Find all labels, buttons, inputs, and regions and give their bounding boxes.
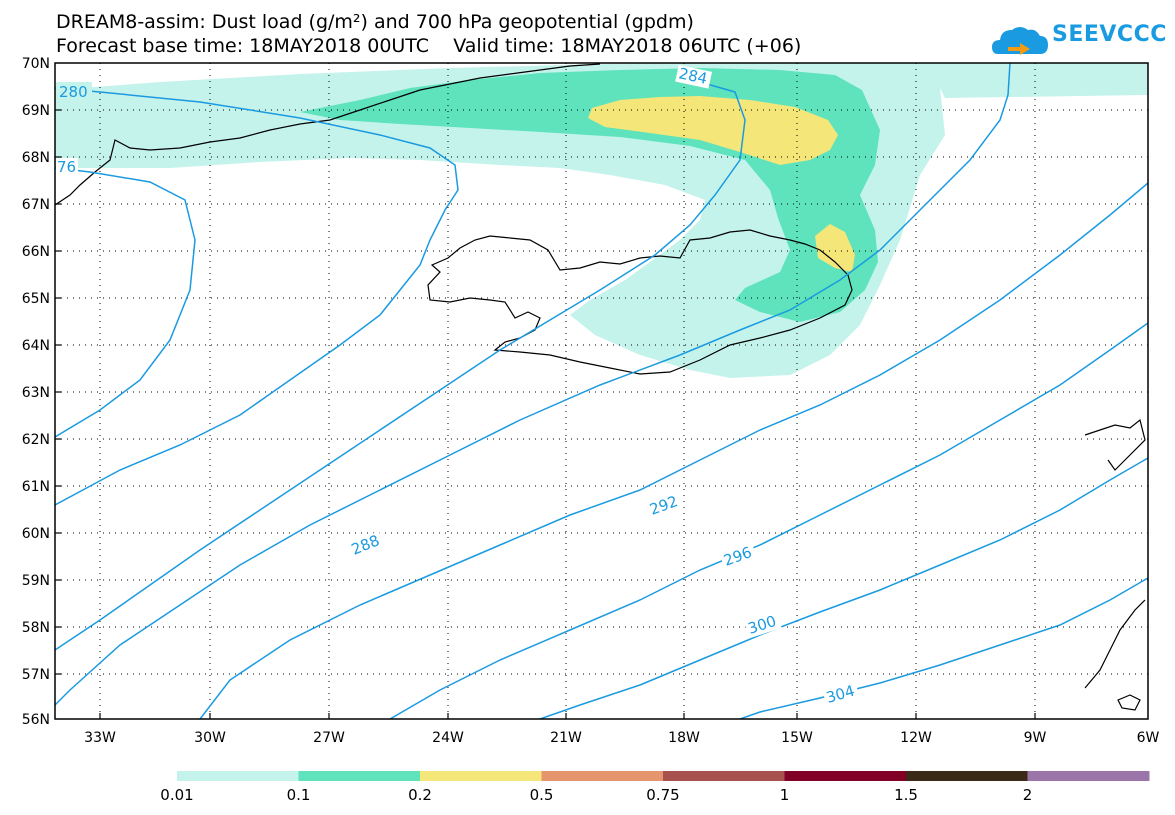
legend-label: 1 — [779, 786, 790, 804]
dust-area-0.1 — [300, 68, 880, 322]
legend-swatch — [1027, 771, 1150, 781]
legend-swatch — [784, 771, 907, 781]
islands-coast — [1117, 694, 1141, 711]
lat-label: 67N — [22, 197, 50, 213]
lat-label: 64N — [22, 338, 50, 354]
lon-label: 30W — [194, 730, 226, 746]
plot-frame — [54, 62, 1149, 720]
lon-label: 9W — [1024, 730, 1047, 746]
contour-288 — [55, 63, 1011, 706]
cloud-icon — [992, 27, 1048, 55]
lat-label: 61N — [22, 479, 50, 495]
lat-label: 63N — [22, 385, 50, 401]
dust-area-0.2-patch — [815, 224, 855, 272]
lon-label: 21W — [550, 730, 582, 746]
legend-swatch — [541, 771, 664, 781]
lat-label: 69N — [22, 103, 50, 119]
dust-area-0.01-strip — [940, 88, 1148, 98]
legend-label: 0.5 — [529, 786, 554, 804]
lat-label: 56N — [22, 712, 50, 728]
lon-label: 27W — [313, 730, 345, 746]
lat-label: 60N — [22, 526, 50, 542]
legend-swatch — [906, 771, 1028, 781]
legend-colorbar — [177, 771, 1150, 781]
lat-label: 57N — [22, 667, 50, 683]
iceland-coast — [427, 229, 853, 375]
map-subtitle: Forecast base time: 18MAY2018 00UTC Vali… — [56, 35, 802, 57]
scotland-coast — [1084, 418, 1146, 471]
contour-label: 280 — [59, 83, 88, 101]
logo-text: SEEVCCC — [1052, 22, 1167, 47]
contour-300 — [539, 457, 1148, 719]
contour-280 — [55, 87, 459, 506]
map-title: DREAM8-assim: Dust load (g/m²) and 700 h… — [56, 11, 694, 33]
legend-swatch — [420, 771, 542, 781]
contour-276 — [55, 167, 196, 438]
norway-coast — [1084, 599, 1146, 689]
lon-label: 6W — [1137, 730, 1160, 746]
lon-label: 12W — [900, 730, 932, 746]
lat-label: 66N — [22, 244, 50, 260]
lat-label: 68N — [22, 150, 50, 166]
lon-label: 15W — [781, 730, 813, 746]
contour-284 — [55, 81, 746, 651]
lat-label: 58N — [22, 620, 50, 636]
contour-292 — [199, 182, 1148, 719]
contour-label: 284 — [677, 64, 709, 88]
lon-label: 33W — [84, 730, 116, 746]
legend-label: 0.1 — [286, 786, 311, 804]
contour-label: 76 — [57, 158, 76, 176]
lon-label: 18W — [668, 730, 700, 746]
legend-label: 0.01 — [160, 786, 194, 804]
dust-area-0.2 — [588, 96, 838, 165]
contour-label: 296 — [721, 543, 754, 570]
contour-304 — [739, 577, 1148, 719]
lat-label: 70N — [22, 56, 50, 72]
lon-label: 24W — [432, 730, 464, 746]
lat-label: 65N — [22, 291, 50, 307]
contour-label: 292 — [647, 492, 680, 519]
lat-label: 59N — [22, 573, 50, 589]
greenland-coast — [55, 63, 601, 206]
contour-label: 304 — [824, 682, 856, 707]
legend-swatch — [663, 771, 785, 781]
legend-swatch — [177, 771, 299, 781]
contour-label: 300 — [746, 612, 779, 638]
lat-label: 62N — [22, 432, 50, 448]
legend-label: 1.5 — [894, 786, 918, 804]
legend-swatch — [298, 771, 421, 781]
legend-label: 0.2 — [408, 786, 432, 804]
legend-label: 2 — [1022, 786, 1033, 804]
contour-296 — [389, 322, 1148, 719]
legend-label: 0.75 — [646, 786, 680, 804]
